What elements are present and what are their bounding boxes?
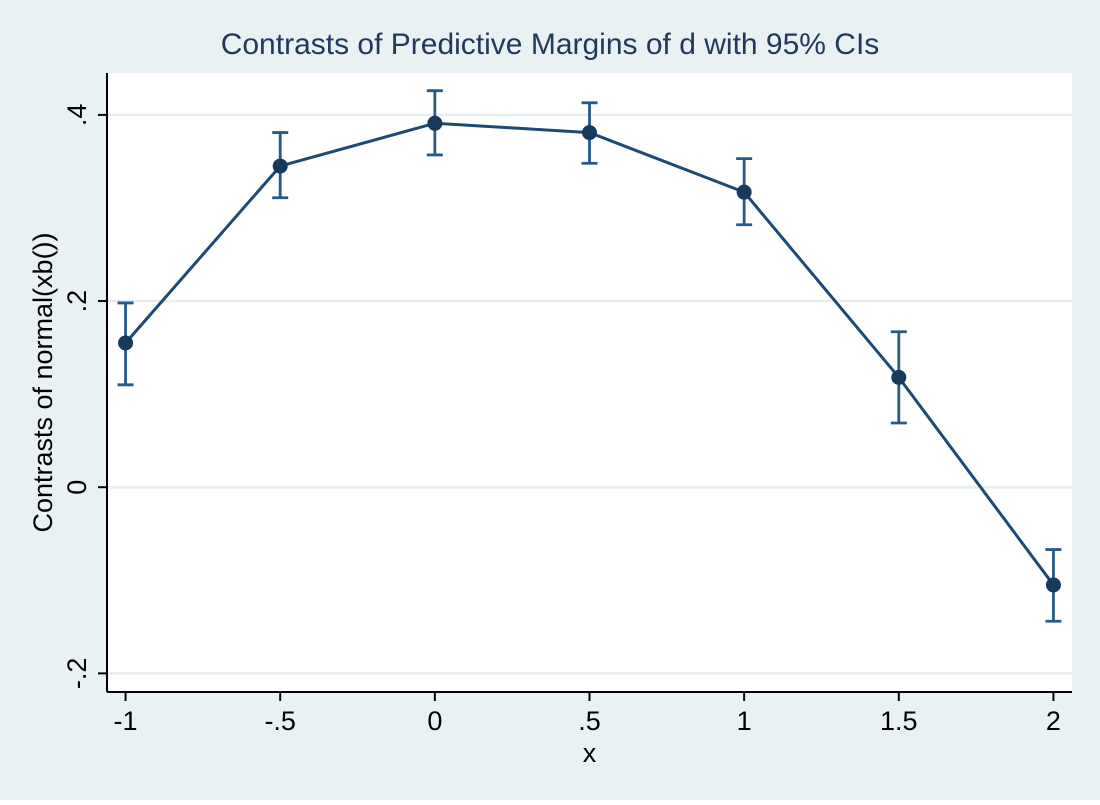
- data-point-marker: [427, 115, 443, 131]
- x-tick-label: 2: [1046, 706, 1061, 736]
- data-point-marker: [891, 369, 907, 385]
- data-point-marker: [272, 158, 288, 174]
- plot-area: [107, 73, 1072, 692]
- data-point-marker: [736, 184, 752, 200]
- x-tick-label: 1.5: [880, 706, 918, 736]
- y-tick-label: .4: [62, 104, 92, 127]
- y-tick-label: 0: [62, 480, 92, 495]
- y-tick-label: .2: [62, 290, 92, 313]
- x-tick-label: 1: [737, 706, 752, 736]
- data-point-marker: [118, 335, 134, 351]
- x-tick-label: .5: [578, 706, 601, 736]
- data-point-marker: [582, 125, 597, 141]
- x-axis-title: x: [583, 738, 597, 768]
- x-tick-label: -1: [114, 706, 138, 736]
- x-tick-label: -.5: [264, 706, 296, 736]
- y-tick-label: -.2: [62, 658, 92, 690]
- data-point-marker: [1045, 577, 1061, 593]
- x-tick-label: 0: [427, 706, 442, 736]
- y-axis-title: Contrasts of normal(xb()): [28, 232, 58, 532]
- chart-title: Contrasts of Predictive Margins of d wit…: [220, 28, 880, 61]
